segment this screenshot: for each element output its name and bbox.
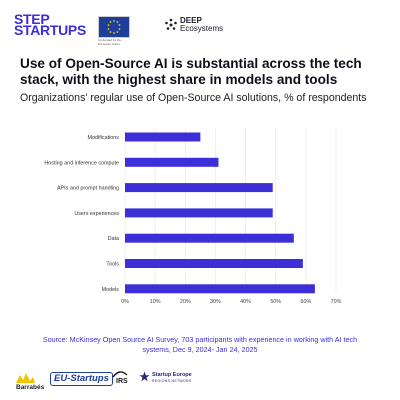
bar <box>125 132 201 142</box>
step-logo-line1: STEP <box>14 11 50 27</box>
deep-ecosystems-mark-icon <box>165 18 177 30</box>
x-tick-label: 40% <box>240 299 251 305</box>
x-tick-label: 30% <box>210 299 221 305</box>
step-logo-line2: STARTUPS <box>14 22 87 38</box>
bar <box>125 208 273 218</box>
x-tick-label: 50% <box>270 299 281 305</box>
irs-mark-icon <box>112 371 128 378</box>
deep-logo-line1: DEEP <box>180 16 202 25</box>
x-tick-label: 20% <box>180 299 191 305</box>
x-tick-label: 60% <box>300 299 311 305</box>
chart-title: Use of Open-Source AI is substantial acr… <box>20 56 362 87</box>
category-label: Data <box>108 236 119 242</box>
category-label: Hosting and inference compute <box>44 160 119 166</box>
bar <box>125 157 219 167</box>
category-label: Users experiences <box>74 211 119 217</box>
bar <box>125 259 303 268</box>
x-tick-label: 70% <box>331 299 342 305</box>
bar <box>125 233 294 243</box>
x-tick-label: 10% <box>150 299 161 305</box>
category-label: Modifications <box>88 135 120 141</box>
chart-subtitle: Organizations' regular use of Open-Sourc… <box>20 92 367 104</box>
deep-logo-line2: Ecosystems <box>180 24 224 33</box>
bar-chart: Modifications Hosting and inference compu… <box>44 128 342 305</box>
eu-startups-logo: EU-Startups <box>50 372 113 386</box>
eu-flag-caption: Co-funded by the European Union <box>98 38 122 46</box>
startup-europe-logo: Startup Europe REGIONS NETWORK <box>152 372 192 384</box>
step-startups-logo: STEP STARTUPS <box>14 11 87 38</box>
source-note: Source: McKinsey Open Source AI Survey, … <box>42 335 358 354</box>
startup-europe-mark-icon <box>139 371 150 382</box>
startup-europe-line2: REGIONS NETWORK <box>152 379 192 383</box>
category-label: APIs and prompt handling <box>57 186 119 192</box>
barrabes-mark-icon <box>16 373 35 383</box>
deep-ecosystems-logo: DEEP Ecosystems <box>180 17 223 33</box>
eu-flag-icon <box>98 16 130 38</box>
irs-logo: IRS <box>116 378 128 385</box>
category-label: Tools <box>106 262 119 268</box>
bar <box>125 284 315 294</box>
barrabes-logo: Barrabés <box>16 384 45 391</box>
category-label: Models <box>102 287 120 293</box>
bar <box>125 183 273 193</box>
x-tick-label: 0% <box>121 299 129 305</box>
startup-europe-line1: Startup Europe <box>152 372 192 378</box>
header-logos: STEP STARTUPS Co-funded by the European … <box>0 0 400 48</box>
footer-logos: Barrabés EU-Startups IRS Startup Europe … <box>0 362 400 400</box>
